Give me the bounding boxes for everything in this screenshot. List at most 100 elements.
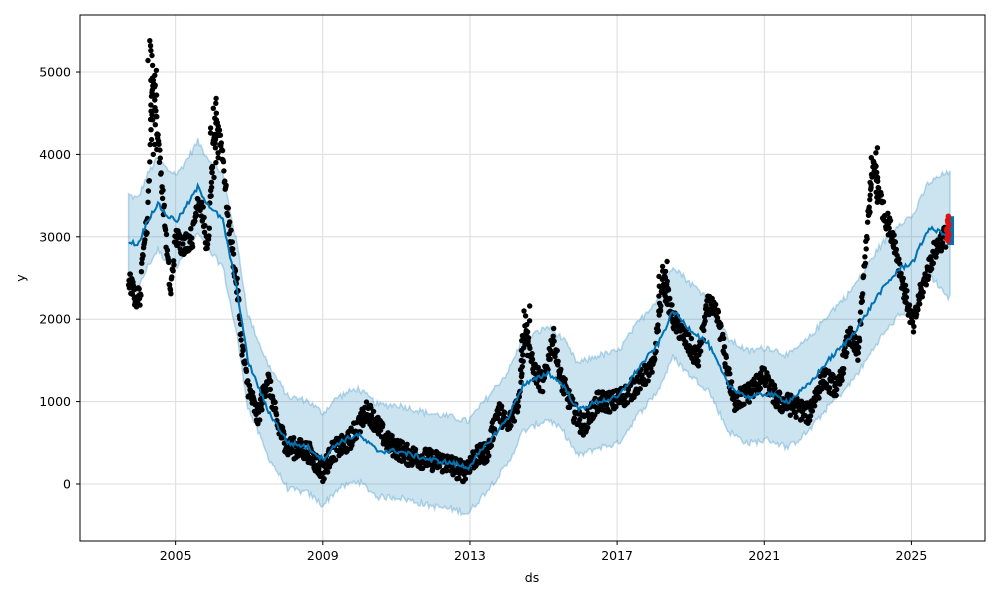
y-tick-label: 0 (63, 476, 71, 491)
observed-point (210, 105, 216, 112)
observed-point (188, 226, 194, 232)
observed-point (154, 131, 160, 138)
observed-point (152, 107, 158, 113)
observed-point (723, 354, 729, 361)
observed-point (923, 282, 929, 288)
observed-point (519, 333, 526, 339)
observed-point (149, 112, 155, 118)
observed-point (841, 366, 847, 372)
observed-point (807, 413, 814, 419)
observed-point (664, 258, 670, 265)
observed-point (514, 409, 521, 415)
observed-point (206, 233, 212, 239)
observed-point (667, 295, 673, 302)
observed-point (220, 159, 227, 165)
observed-point (207, 125, 214, 131)
observed-point (886, 225, 892, 231)
observed-point (238, 337, 244, 343)
observed-point (855, 350, 861, 356)
observed-point (873, 150, 879, 156)
observed-point (550, 333, 556, 339)
observed-point (777, 390, 783, 396)
observed-point (870, 159, 877, 166)
observed-point (145, 188, 152, 194)
observed-point (859, 298, 865, 304)
observed-point (217, 132, 224, 138)
observed-point (793, 414, 799, 420)
observed-point (428, 462, 434, 468)
observed-point (154, 146, 160, 153)
observed-point (645, 378, 651, 384)
observed-point (844, 350, 850, 356)
observed-point (900, 275, 906, 282)
observed-point (930, 260, 936, 266)
observed-point (878, 192, 884, 198)
observed-point (389, 433, 395, 439)
uncertainty-interval (127, 137, 951, 517)
observed-point (436, 463, 443, 470)
observed-point (860, 273, 867, 279)
y-axis-ticks: 0 1000 2000 3000 4000 5000 (39, 65, 80, 491)
observed-point (787, 412, 793, 418)
observed-point (245, 378, 251, 384)
observed-point (925, 273, 932, 279)
observed-point (816, 395, 822, 401)
observed-point (867, 192, 873, 198)
x-tick-label: 2013 (454, 548, 486, 563)
observed-point (558, 366, 564, 372)
observed-point (522, 323, 528, 329)
observed-point (170, 268, 176, 274)
observed-point (906, 302, 913, 308)
observed-point (211, 174, 217, 181)
observed-point (360, 422, 366, 429)
observed-point (862, 260, 869, 266)
observed-point (757, 385, 763, 392)
observed-point (193, 212, 200, 219)
observed-point (201, 214, 207, 221)
observed-point (488, 442, 495, 449)
observed-point (171, 262, 177, 268)
observed-point (662, 298, 669, 304)
observed-point (152, 122, 158, 128)
observed-point (215, 150, 221, 156)
observed-point (138, 269, 145, 275)
observed-point (156, 141, 162, 147)
observed-point (551, 325, 557, 332)
observed-point (419, 465, 426, 472)
observed-point (204, 245, 210, 251)
observed-point (162, 227, 169, 233)
observed-point (160, 187, 166, 193)
observed-point (257, 417, 263, 423)
observed-point (163, 231, 170, 238)
observed-point (158, 170, 164, 176)
observed-point (519, 337, 525, 344)
observed-point (695, 358, 701, 364)
observed-point (486, 453, 492, 459)
observed-point (206, 225, 212, 231)
x-tick-label: 2005 (160, 548, 192, 563)
observed-point (885, 210, 891, 216)
observed-point (874, 174, 881, 181)
observed-point (856, 338, 863, 344)
observed-point (891, 232, 897, 238)
observed-point (577, 416, 583, 423)
observed-point (662, 268, 669, 275)
observed-point (698, 348, 704, 354)
observed-point (268, 378, 274, 384)
observed-point (399, 439, 405, 445)
observed-point (715, 309, 722, 315)
observed-point (149, 62, 156, 69)
observed-point (657, 308, 664, 314)
observed-point (204, 241, 211, 247)
observed-point (325, 469, 331, 475)
x-tick-label: 2021 (748, 548, 780, 563)
observed-point (920, 289, 926, 295)
observed-point (222, 178, 228, 184)
observed-point (898, 270, 904, 277)
observed-point (867, 209, 873, 215)
observed-point (867, 196, 873, 203)
observed-point (149, 52, 155, 59)
observed-point (511, 418, 518, 424)
observed-point (585, 424, 591, 431)
observed-point (150, 151, 156, 158)
